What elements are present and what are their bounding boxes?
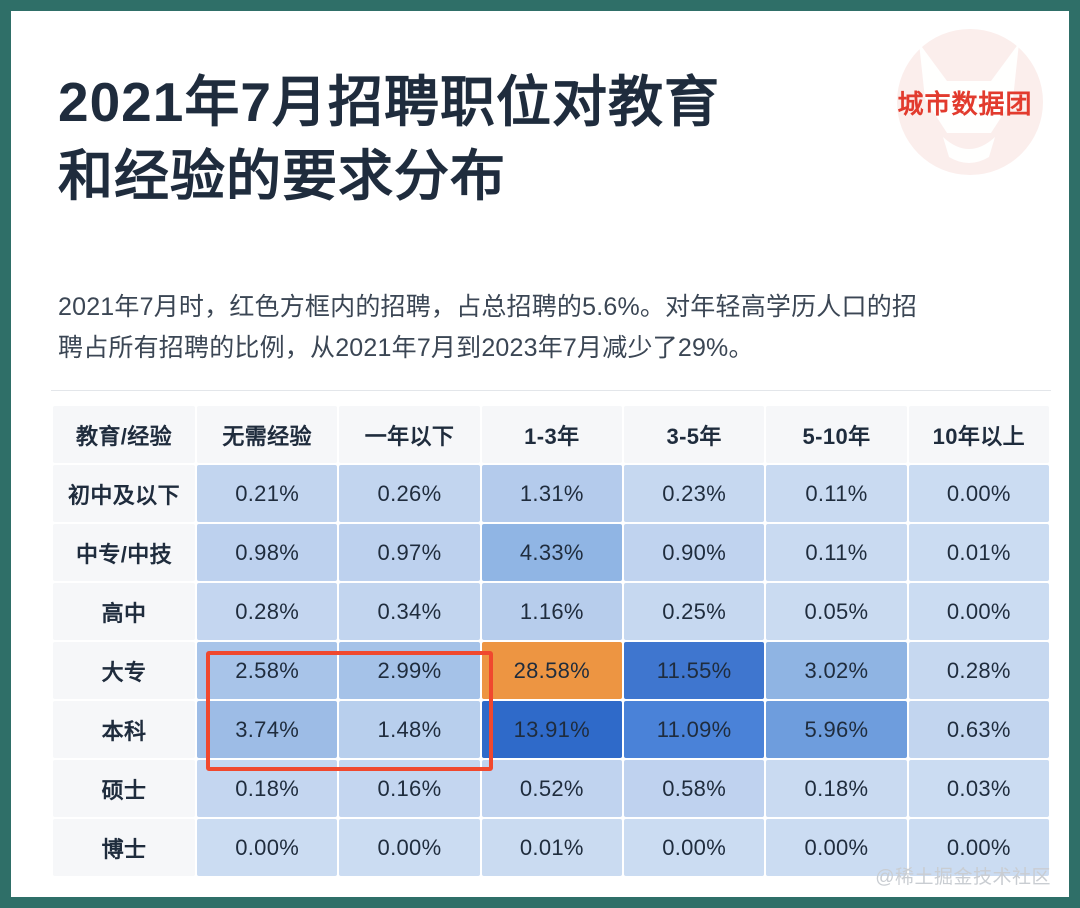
heatmap-cell: 2.58% <box>197 642 338 699</box>
row-header: 大专 <box>53 642 195 699</box>
heatmap-cell: 0.28% <box>908 642 1049 699</box>
column-header: 1-3年 <box>481 406 622 463</box>
subtitle-line-2: 聘占所有招聘的比例，从2021年7月到2023年7月减少了29%。 <box>58 334 754 362</box>
subtitle: 2021年7月时，红色方框内的招聘，占总招聘的5.6%。对年轻高学历人口的招 聘… <box>58 287 1048 369</box>
table-row: 本科 3.74% 1.48% 13.91% 11.09% 5.96% 0.63% <box>53 701 1049 758</box>
page-title: 2021年7月招聘职位对教育 和经验的要求分布 <box>58 65 888 213</box>
row-header: 硕士 <box>53 760 195 817</box>
table-row: 初中及以下 0.21% 0.26% 1.31% 0.23% 0.11% 0.00% <box>53 465 1049 522</box>
row-header: 博士 <box>53 819 195 876</box>
heatmap-cell: 0.58% <box>623 760 765 817</box>
heatmap-cell: 4.33% <box>481 524 622 581</box>
heatmap-cell: 0.01% <box>481 819 622 876</box>
heatmap-cell: 0.16% <box>339 760 480 817</box>
title-line-1: 2021年7月招聘职位对教育 <box>58 71 720 133</box>
brand-circle-backdrop <box>897 29 1043 175</box>
heatmap-cell: 0.00% <box>766 819 907 876</box>
heatmap-cell: 2.99% <box>339 642 480 699</box>
footer-watermark: @稀土掘金技术社区 <box>875 867 1051 888</box>
heatmap-cell: 0.00% <box>623 819 765 876</box>
heatmap-cell: 0.00% <box>908 465 1049 522</box>
table-row: 硕士 0.18% 0.16% 0.52% 0.58% 0.18% 0.03% <box>53 760 1049 817</box>
heatmap-cell: 0.98% <box>197 524 338 581</box>
row-header: 中专/中技 <box>53 524 195 581</box>
heatmap-cell: 0.00% <box>339 819 480 876</box>
table-row: 高中 0.28% 0.34% 1.16% 0.25% 0.05% 0.00% <box>53 583 1049 640</box>
table-header-row: 教育/经验 无需经验 一年以下 1-3年 3-5年 5-10年 10年以上 <box>53 406 1049 463</box>
heatmap-cell: 0.18% <box>766 760 907 817</box>
heatmap-cell: 1.16% <box>481 583 622 640</box>
row-header: 高中 <box>53 583 195 640</box>
brand-watermark: 城市数据团 <box>875 29 1055 179</box>
title-line-2: 和经验的要求分布 <box>58 145 507 207</box>
table-row: 博士 0.00% 0.00% 0.01% 0.00% 0.00% 0.00% <box>53 819 1049 876</box>
heatmap-cell: 0.28% <box>197 583 338 640</box>
column-header: 5-10年 <box>766 406 907 463</box>
heatmap-cell: 0.63% <box>908 701 1049 758</box>
heatmap-cell: 0.03% <box>908 760 1049 817</box>
column-header: 一年以下 <box>339 406 480 463</box>
heatmap-cell: 0.05% <box>766 583 907 640</box>
table-row: 中专/中技 0.98% 0.97% 4.33% 0.90% 0.11% 0.01% <box>53 524 1049 581</box>
row-header: 本科 <box>53 701 195 758</box>
heatmap-cell: 0.90% <box>623 524 765 581</box>
brand-name: 城市数据团 <box>897 89 1033 119</box>
heatmap-cell: 0.00% <box>197 819 338 876</box>
column-header-corner: 教育/经验 <box>53 406 195 463</box>
heatmap-cell: 0.52% <box>481 760 622 817</box>
heatmap-cell: 0.01% <box>908 524 1049 581</box>
heatmap-cell: 13.91% <box>481 701 622 758</box>
heatmap-cell: 0.34% <box>339 583 480 640</box>
heatmap-cell: 5.96% <box>766 701 907 758</box>
heatmap-cell: 11.55% <box>623 642 765 699</box>
heatmap-cell: 1.48% <box>339 701 480 758</box>
column-header: 无需经验 <box>197 406 338 463</box>
heatmap-cell: 0.23% <box>623 465 765 522</box>
heatmap-cell: 0.11% <box>766 524 907 581</box>
heatmap-cell: 0.21% <box>197 465 338 522</box>
heatmap-cell: 0.25% <box>623 583 765 640</box>
heatmap-cell: 3.74% <box>197 701 338 758</box>
heatmap-cell: 1.31% <box>481 465 622 522</box>
heatmap-cell: 0.97% <box>339 524 480 581</box>
heatmap-cell: 0.00% <box>908 583 1049 640</box>
heatmap-cell: 0.26% <box>339 465 480 522</box>
heatmap-cell: 0.11% <box>766 465 907 522</box>
heatmap-cell: 11.09% <box>623 701 765 758</box>
column-header: 3-5年 <box>623 406 765 463</box>
heatmap-cell: 28.58% <box>481 642 622 699</box>
cat-head-circle-logo-icon <box>919 43 1019 163</box>
column-header: 10年以上 <box>908 406 1049 463</box>
row-header: 初中及以下 <box>53 465 195 522</box>
heatmap-cell: 0.00% <box>908 819 1049 876</box>
table-row: 大专 2.58% 2.99% 28.58% 11.55% 3.02% 0.28% <box>53 642 1049 699</box>
subtitle-line-1: 2021年7月时，红色方框内的招聘，占总招聘的5.6%。对年轻高学历人口的招 <box>58 293 918 321</box>
heatmap-cell: 3.02% <box>766 642 907 699</box>
heatmap-cell: 0.18% <box>197 760 338 817</box>
header-divider <box>51 390 1051 391</box>
heatmap-table: 教育/经验 无需经验 一年以下 1-3年 3-5年 5-10年 10年以上 初中及以下 0.… <box>51 404 1051 878</box>
